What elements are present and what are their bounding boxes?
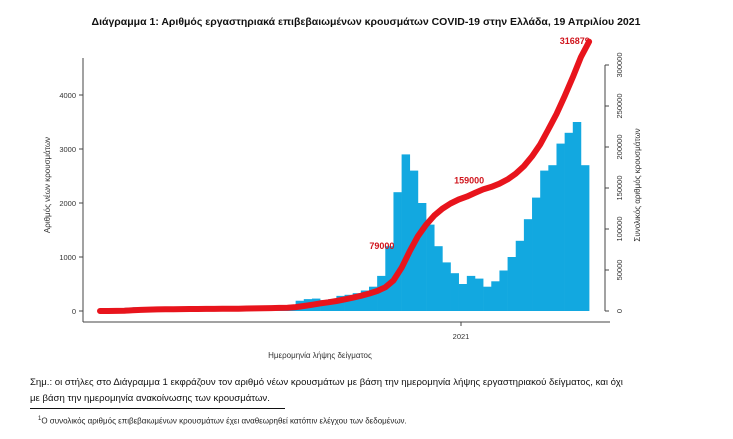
y-tick-label: 0	[72, 307, 76, 316]
y2-tick-label: 250000	[615, 93, 624, 118]
bar	[328, 299, 337, 311]
bar	[474, 278, 484, 311]
y-tick-label: 1000	[59, 253, 76, 262]
bars-group	[100, 122, 590, 311]
note-line-2: με βάση την ημερομηνία ανακοίνωσης των κ…	[30, 393, 270, 404]
chart-title: Διάγραμμα 1: Αριθμός εργαστηριακά επιβεβ…	[92, 16, 641, 28]
bar	[352, 293, 362, 311]
footnote-divider	[30, 408, 285, 409]
bar	[385, 246, 394, 311]
bar	[336, 295, 345, 311]
bar	[564, 132, 574, 311]
bar	[499, 270, 508, 311]
annotations-group: 79000 159000 316879	[369, 36, 589, 251]
bar	[548, 165, 557, 311]
bar	[360, 290, 370, 311]
footnote-mark: 1	[38, 416, 42, 422]
x-axis-label: Ημερομηνία λήψης δείγματος	[268, 351, 372, 360]
y-ticks-left: 0 1000 2000 3000 4000	[59, 91, 83, 316]
y-tick-label: 4000	[59, 91, 76, 100]
x-tick-label: 2021	[453, 332, 470, 341]
x-ticks: 2021	[453, 322, 470, 341]
y2-tick-label: 50000	[615, 260, 624, 281]
y-tick-label: 3000	[59, 145, 76, 154]
cumulative-annotation: 79000	[369, 241, 394, 251]
footnote-text: Ο συνολικός αριθμός επιβεβαιωμένων κρουσ…	[41, 416, 407, 426]
y-ticks-right: 0 50000 100000 150000 200000 250000 300000	[605, 52, 624, 313]
bar	[572, 122, 582, 311]
bar	[369, 286, 378, 311]
bar	[556, 143, 565, 311]
bar	[401, 154, 411, 311]
y2-tick-label: 150000	[615, 175, 624, 200]
bar	[434, 246, 443, 311]
bar	[580, 165, 590, 311]
y2-tick-label: 100000	[615, 216, 624, 241]
bar	[377, 275, 386, 311]
y-tick-label: 2000	[59, 199, 76, 208]
bar	[417, 203, 427, 311]
y2-tick-label: 200000	[615, 134, 624, 159]
bar	[523, 219, 533, 311]
cumulative-annotation: 159000	[454, 176, 484, 186]
bar	[344, 294, 353, 311]
bar	[458, 284, 468, 311]
bar	[483, 286, 492, 311]
bar	[426, 224, 435, 311]
covid-cases-chart: Διάγραμμα 1: Αριθμός εργαστηριακά επιβεβ…	[43, 16, 642, 360]
bar	[515, 240, 525, 311]
cumulative-annotation: 316879	[560, 36, 590, 46]
cumulative-line	[97, 38, 593, 314]
bar	[450, 273, 459, 311]
note-line-1: Σημ.: οι στήλες στο Διάγραμμα 1 εκφράζου…	[30, 377, 623, 388]
bar	[393, 192, 402, 311]
footnote: 1Ο συνολικός αριθμός επιβεβαιωμένων κρου…	[38, 416, 407, 426]
bar	[540, 170, 549, 311]
y2-tick-label: 0	[615, 309, 624, 313]
bar	[442, 262, 451, 311]
bar	[491, 281, 500, 311]
y-axis-label-left: Αριθμός νέων κρουσμάτων	[43, 137, 52, 233]
bar	[507, 257, 517, 311]
bar	[532, 197, 541, 311]
y2-tick-label: 300000	[615, 52, 624, 77]
bar	[466, 275, 476, 311]
y-axis-label-right: Συνολικός αριθμός κρουσμάτων	[633, 128, 642, 241]
